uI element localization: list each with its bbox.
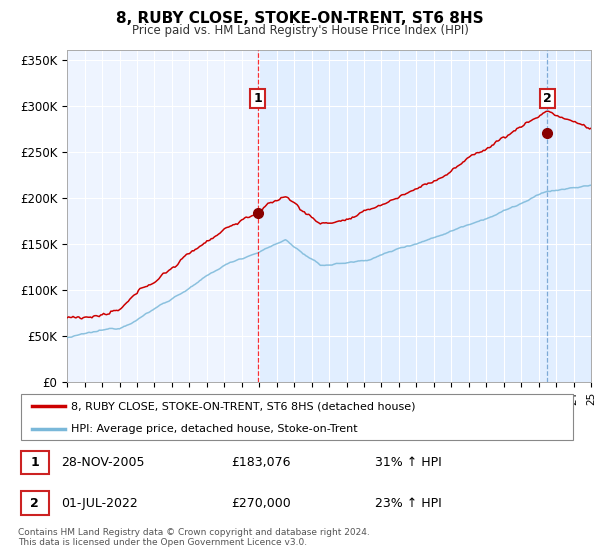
Text: 31% ↑ HPI: 31% ↑ HPI — [375, 456, 442, 469]
Text: 1: 1 — [31, 456, 39, 469]
Text: 2: 2 — [31, 497, 39, 510]
Text: Contains HM Land Registry data © Crown copyright and database right 2024.
This d: Contains HM Land Registry data © Crown c… — [18, 528, 370, 547]
Text: 01-JUL-2022: 01-JUL-2022 — [61, 497, 138, 510]
Text: 23% ↑ HPI: 23% ↑ HPI — [375, 497, 442, 510]
Text: 1: 1 — [253, 92, 262, 105]
Text: £270,000: £270,000 — [231, 497, 291, 510]
Bar — [258, 50, 591, 382]
FancyBboxPatch shape — [21, 394, 573, 440]
FancyBboxPatch shape — [21, 492, 49, 515]
Text: 8, RUBY CLOSE, STOKE-ON-TRENT, ST6 8HS: 8, RUBY CLOSE, STOKE-ON-TRENT, ST6 8HS — [116, 11, 484, 26]
Text: 2: 2 — [543, 92, 552, 105]
Text: Price paid vs. HM Land Registry's House Price Index (HPI): Price paid vs. HM Land Registry's House … — [131, 24, 469, 36]
FancyBboxPatch shape — [21, 451, 49, 474]
Text: £183,076: £183,076 — [231, 456, 290, 469]
Text: HPI: Average price, detached house, Stoke-on-Trent: HPI: Average price, detached house, Stok… — [71, 424, 358, 435]
Text: 28-NOV-2005: 28-NOV-2005 — [61, 456, 145, 469]
Text: 8, RUBY CLOSE, STOKE-ON-TRENT, ST6 8HS (detached house): 8, RUBY CLOSE, STOKE-ON-TRENT, ST6 8HS (… — [71, 401, 416, 411]
